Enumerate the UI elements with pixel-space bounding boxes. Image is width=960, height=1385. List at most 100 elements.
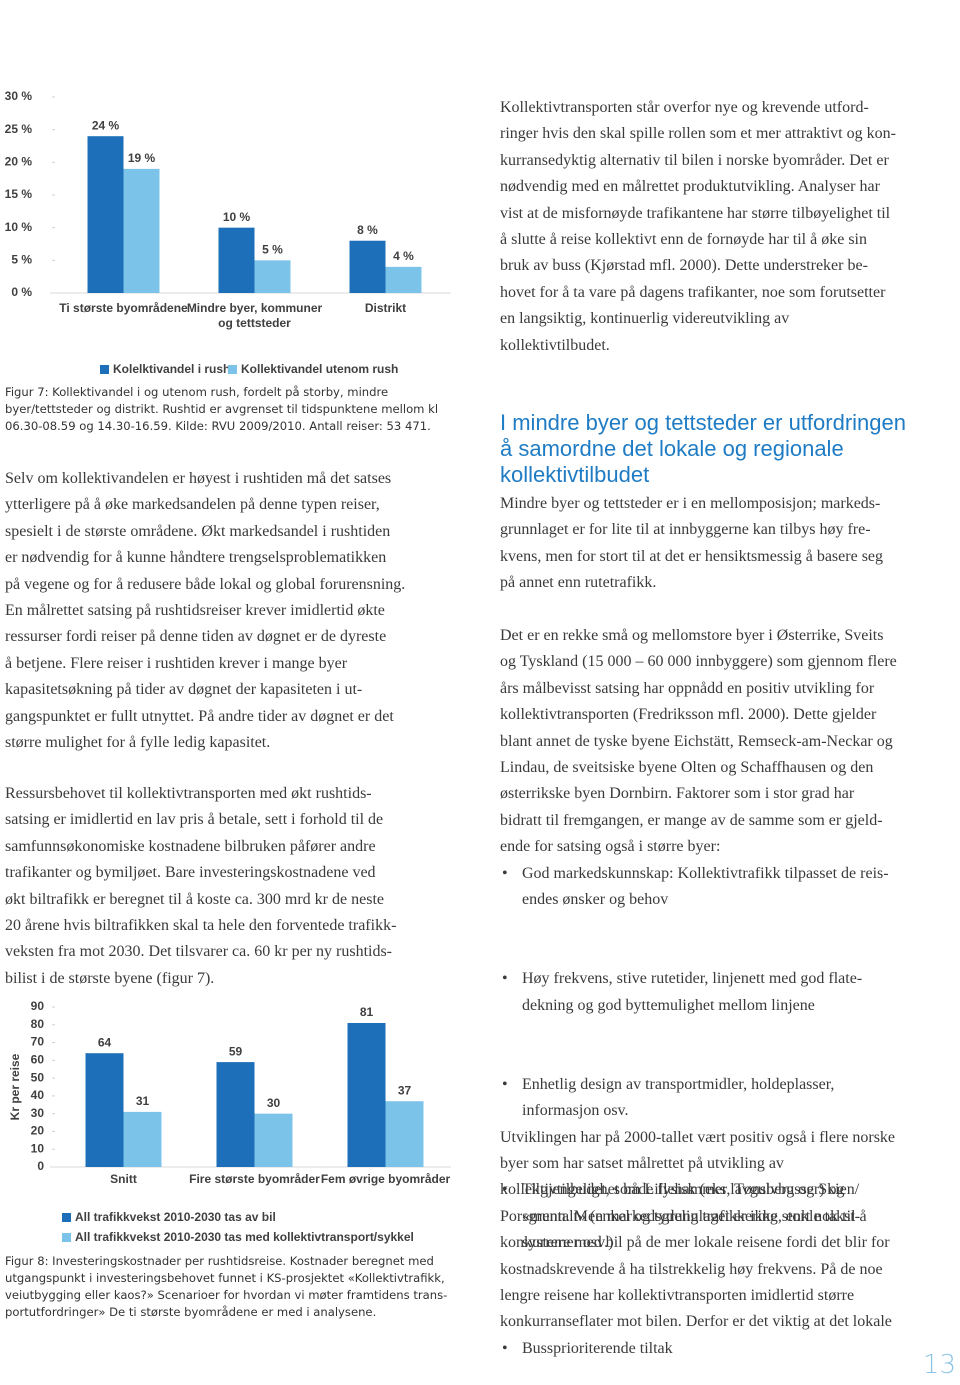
text-line: Lindau, de sveitsiske byene Olten og Sch…	[500, 758, 874, 776]
paragraph: Utviklingen har på 2000-tallet vært posi…	[500, 1125, 895, 1336]
x-tick-label-box: Fire største byområder	[189, 1172, 320, 1186]
y-tick-label: 25 %	[5, 122, 33, 136]
bar	[123, 168, 160, 293]
legend-swatch	[62, 1213, 71, 1222]
bar	[85, 1053, 124, 1167]
legend-label: Kollektivandel utenom rush	[241, 362, 398, 376]
text-line: økt biltrafikk er beregnet til å koste c…	[5, 890, 384, 908]
text-line: «mentalt» (enkel og tydelig trafikkering…	[522, 1207, 861, 1225]
text-line: Mindre byer og tettsteder er i en mellom…	[500, 495, 881, 512]
bar	[385, 1101, 424, 1167]
text-line: bruk av buss (Kjørstad mfl. 2000). Dette…	[500, 257, 868, 275]
text-line: hovet for å ta vare på dagens trafikante…	[500, 283, 886, 301]
text-line: å slutte å reise kollektivt enn de fornø…	[500, 230, 867, 248]
legend-swatch	[100, 365, 109, 374]
y-tick-label: 40	[31, 1088, 45, 1102]
text-line: Det er en rekke små og mellomstore byer …	[500, 627, 884, 644]
y-tick-label: 20	[31, 1124, 45, 1138]
x-tick-label: Fire største byområder	[189, 1172, 320, 1186]
text-line: utgangspunkt i investeringsbehovet funne…	[5, 1271, 445, 1285]
x-tick-label-box: Fem øvrige byområder	[321, 1172, 450, 1186]
text-line: Figur 7: Kollektivandel i og utenom rush…	[5, 385, 389, 399]
text-line: veiutbygging eller kaos?» Scenarioer for…	[5, 1288, 448, 1302]
text-line: og Tyskland (15 000 – 60 000 innbyggere)…	[500, 653, 897, 671]
y-tick-label: 70	[31, 1035, 45, 1049]
text-line: grunnlaget er for lite til at innbyggern…	[500, 521, 871, 539]
text-line: God markedskunnskap: Kollektivtrafikk ti…	[522, 864, 889, 882]
text-line: Bussprioriterende tiltak	[522, 1339, 673, 1357]
text-line: bilist i de største byene (figur 7).	[5, 969, 215, 987]
x-tick-label-box: Ti største byområdene	[59, 301, 188, 315]
x-tick-label: Ti største byområdene	[59, 301, 188, 315]
y-tick-label: 10 %	[5, 220, 33, 234]
y-tick-label: 90	[31, 999, 45, 1013]
text-line: dekning og god byttemulighet mellom linj…	[522, 996, 815, 1014]
text-line: endes ønsker og behov	[522, 890, 669, 908]
legend-label: All trafikkvekst 2010-2030 tas av bil	[75, 1210, 276, 1224]
data-label: 8 %	[357, 223, 378, 237]
data-label: 10 %	[223, 210, 251, 224]
data-label: 31	[136, 1094, 150, 1108]
data-label: 4 %	[393, 249, 414, 263]
text-line: nødvendig med en målrettet produktutvikl…	[500, 178, 880, 196]
legend-label: All trafikkvekst 2010-2030 tas med kolle…	[75, 1230, 414, 1244]
paragraph: Ressursbehovet til kollektivtransporten …	[5, 781, 396, 992]
text-line: informasjon osv.	[522, 1102, 629, 1120]
text-line: kurransedyktig alternativ til bilen i no…	[500, 151, 889, 169]
data-label: 24 %	[92, 118, 120, 132]
text-line: Tilgjengelighet både fysisk (eks lavgulv…	[522, 1181, 845, 1199]
text-line: på vegene og for å redusere både lokal o…	[5, 575, 406, 593]
text-line: østerrikske byen Dornbirn. Faktorer som …	[500, 785, 855, 803]
y-tick-label: 60	[31, 1053, 45, 1067]
y-tick-label: 15 %	[5, 187, 33, 201]
text-line: 06.30-08.59 og 14.30-16.59. Kilde: RVU 2…	[5, 419, 431, 433]
figure-caption: Figur 8: Investeringskostnader per rusht…	[5, 1253, 447, 1321]
text-line: Kollektivtransporten står overfor nye og…	[500, 99, 869, 116]
text-line: ende for satsing også i større byer:	[500, 838, 721, 856]
text-line: gangspunktet er fullt utnyttet. På andre…	[5, 707, 394, 725]
bullet-item: Bussprioriterende tiltak	[500, 1336, 960, 1363]
y-tick-label: 30	[31, 1106, 45, 1120]
text-line: Enhetlig design av transportmidler, hold…	[522, 1075, 835, 1093]
bullet-item: Enhetlig design av transportmidler, hold…	[500, 1072, 960, 1125]
paragraph: Kollektivtransporten står overfor nye og…	[500, 95, 896, 359]
y-tick-label: 30 %	[5, 89, 33, 103]
text-line: kollektivtilbudet.	[500, 336, 610, 354]
x-tick-label-box: Snitt	[110, 1172, 137, 1186]
text-line: konkurranseflater mot bilen. Derfor er d…	[500, 1313, 892, 1331]
text-line: kvens, men for stort til at det er hensi…	[500, 547, 884, 565]
data-label: 64	[98, 1035, 112, 1049]
text-line: på annet enn rutetrafikk.	[500, 574, 657, 592]
text-line: kollektivtransporten (Fredriksson mfl. 2…	[500, 706, 877, 724]
legend-swatch	[62, 1233, 71, 1242]
data-label: 5 %	[262, 243, 283, 257]
chart: 0 % 5 % 10 % 15 % 20 % 25 % 30 % Ti største byo…	[5, 89, 451, 376]
text-line: ringer hvis den skal spille rollen som e…	[500, 125, 896, 143]
data-label: 59	[229, 1044, 243, 1058]
x-tick-label: Mindre byer, kommuner og tettsteder	[186, 301, 323, 330]
data-label: 30	[267, 1096, 281, 1110]
data-label: 37	[398, 1083, 412, 1097]
text-line: er nødvendig for å kunne håndtere trengs…	[5, 549, 387, 567]
text-line: konkurrere med bil på de mer lokale reis…	[500, 1234, 890, 1252]
bar	[123, 1111, 162, 1167]
text-line: kapasitetsøkning på tider av døgnet der …	[5, 681, 363, 699]
bullet-item: God markedskunnskap: Kollektivtrafikk ti…	[500, 861, 960, 914]
y-tick-label: 0	[37, 1159, 44, 1173]
bar	[254, 260, 291, 293]
x-tick-label: Distrikt	[364, 301, 407, 315]
text-line: større mulighet for å fylle ledig kapasi…	[5, 733, 271, 751]
legend-label: Kolelktivandel i rush	[113, 362, 230, 376]
text-line: byer som har satset målrettet på utvikli…	[500, 1154, 784, 1172]
figure-caption: Figur 7: Kollektivandel i og utenom rush…	[5, 384, 438, 435]
legend-swatch	[228, 365, 237, 374]
text-line: satsing er imidlertid en lav pris å beta…	[5, 811, 384, 829]
y-tick-label: 10	[31, 1141, 45, 1155]
text-line: byer/tettsteder og distrikt. Rushtid er …	[5, 402, 439, 416]
paragraph: Selv om kollektivandelen er høyest i rus…	[5, 466, 405, 756]
text-line: I mindre byer og tettsteder er utfordrin…	[500, 410, 906, 435]
y-axis-title: Kr per reise	[8, 1053, 22, 1120]
text-line: veksten fra mot 2030. Det tilsvarer ca. …	[5, 943, 393, 961]
text-line: En målrettet satsing på rushtidsreiser k…	[5, 601, 385, 619]
